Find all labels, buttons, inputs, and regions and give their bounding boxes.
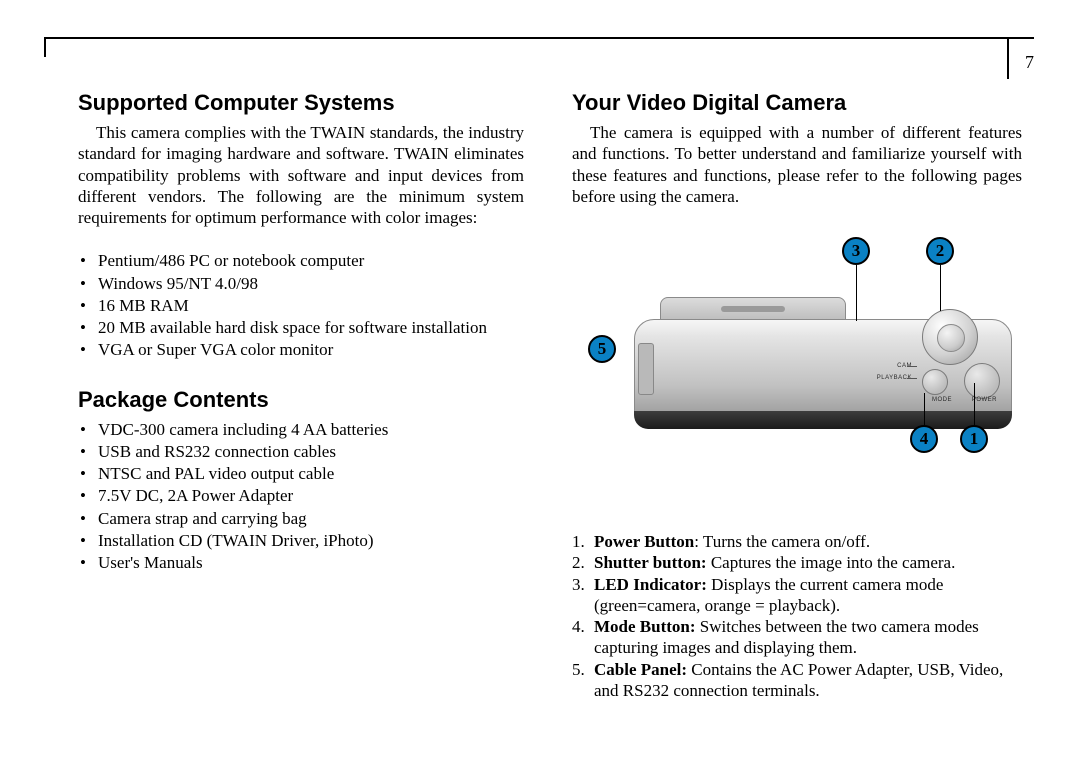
heading-your-camera: Your Video Digital Camera [572, 90, 1022, 116]
page-rule-left [44, 37, 46, 57]
list-package-contents: VDC-300 camera including 4 AA batteries … [78, 419, 524, 574]
list-item: Shutter button: Captures the image into … [594, 552, 1022, 573]
lead: Power Button [594, 532, 694, 551]
paragraph-your-camera: The camera is equipped with a number of … [572, 122, 1022, 207]
list-item: Installation CD (TWAIN Driver, iPhoto) [98, 530, 524, 551]
callout-1: 1 [960, 425, 988, 453]
camera-shutter-button [922, 309, 978, 365]
lead: Cable Panel: [594, 660, 687, 679]
right-column: Your Video Digital Camera The camera is … [572, 90, 1022, 701]
section-supported-systems: Supported Computer Systems This camera c… [78, 90, 524, 361]
leader-line [974, 383, 975, 425]
list-item: Power Button: Turns the camera on/off. [594, 531, 1022, 552]
list-item: Mode Button: Switches between the two ca… [594, 616, 1022, 659]
camera-label-mode: MODE [932, 397, 952, 403]
heading-package-contents: Package Contents [78, 387, 524, 413]
heading-supported-systems: Supported Computer Systems [78, 90, 524, 116]
camera-top-slot [721, 306, 785, 312]
camera-power-button [964, 363, 1000, 399]
leader-line [924, 393, 925, 425]
lead: LED Indicator: [594, 575, 707, 594]
callout-2: 2 [926, 237, 954, 265]
lead: Mode Button: [594, 617, 696, 636]
callout-5: 5 [588, 335, 616, 363]
list-item: Pentium/486 PC or notebook computer [98, 250, 524, 271]
paragraph-supported-systems: This camera complies with the TWAIN stan… [78, 122, 524, 228]
camera-shutter-inner [937, 324, 965, 352]
list-item: VGA or Super VGA color monitor [98, 339, 524, 360]
list-item: User's Manuals [98, 552, 524, 573]
page-rule-right [1007, 37, 1009, 79]
list-system-requirements: Pentium/486 PC or notebook computer Wind… [78, 250, 524, 360]
desc: Captures the image into the camera. [707, 553, 956, 572]
camera-dash [907, 366, 917, 367]
list-item: 20 MB available hard disk space for soft… [98, 317, 524, 338]
section-package-contents: Package Contents VDC-300 camera includin… [78, 387, 524, 574]
content-area: Supported Computer Systems This camera c… [78, 90, 1022, 701]
desc: : Turns the camera on/off. [694, 532, 870, 551]
list-camera-parts: Power Button: Turns the camera on/off. S… [572, 531, 1022, 701]
camera-label-power: POWER [972, 397, 997, 403]
list-item: Camera strap and carrying bag [98, 508, 524, 529]
camera-base [634, 411, 1012, 429]
leader-line [856, 265, 857, 321]
leader-line [940, 265, 941, 311]
camera-cable-panel [638, 343, 654, 395]
list-item: Windows 95/NT 4.0/98 [98, 273, 524, 294]
list-item: 16 MB RAM [98, 295, 524, 316]
lead: Shutter button: [594, 553, 707, 572]
camera-diagram: CAM PLAYBACK MODE POWER 3 2 5 41 [572, 237, 1022, 515]
list-item: NTSC and PAL video output cable [98, 463, 524, 484]
page-rule-top [44, 37, 1034, 39]
callout-3: 3 [842, 237, 870, 265]
camera-dash [907, 378, 917, 379]
list-item: 7.5V DC, 2A Power Adapter [98, 485, 524, 506]
list-item: USB and RS232 connection cables [98, 441, 524, 462]
page-number: 7 [1025, 52, 1034, 73]
camera-illustration: CAM PLAYBACK MODE POWER [634, 297, 1012, 429]
list-item: Cable Panel: Contains the AC Power Adapt… [594, 659, 1022, 702]
list-item: LED Indicator: Displays the current came… [594, 574, 1022, 617]
list-item: VDC-300 camera including 4 AA batteries [98, 419, 524, 440]
camera-mode-button [922, 369, 948, 395]
left-column: Supported Computer Systems This camera c… [78, 90, 524, 701]
callout-4: 4 [910, 425, 938, 453]
